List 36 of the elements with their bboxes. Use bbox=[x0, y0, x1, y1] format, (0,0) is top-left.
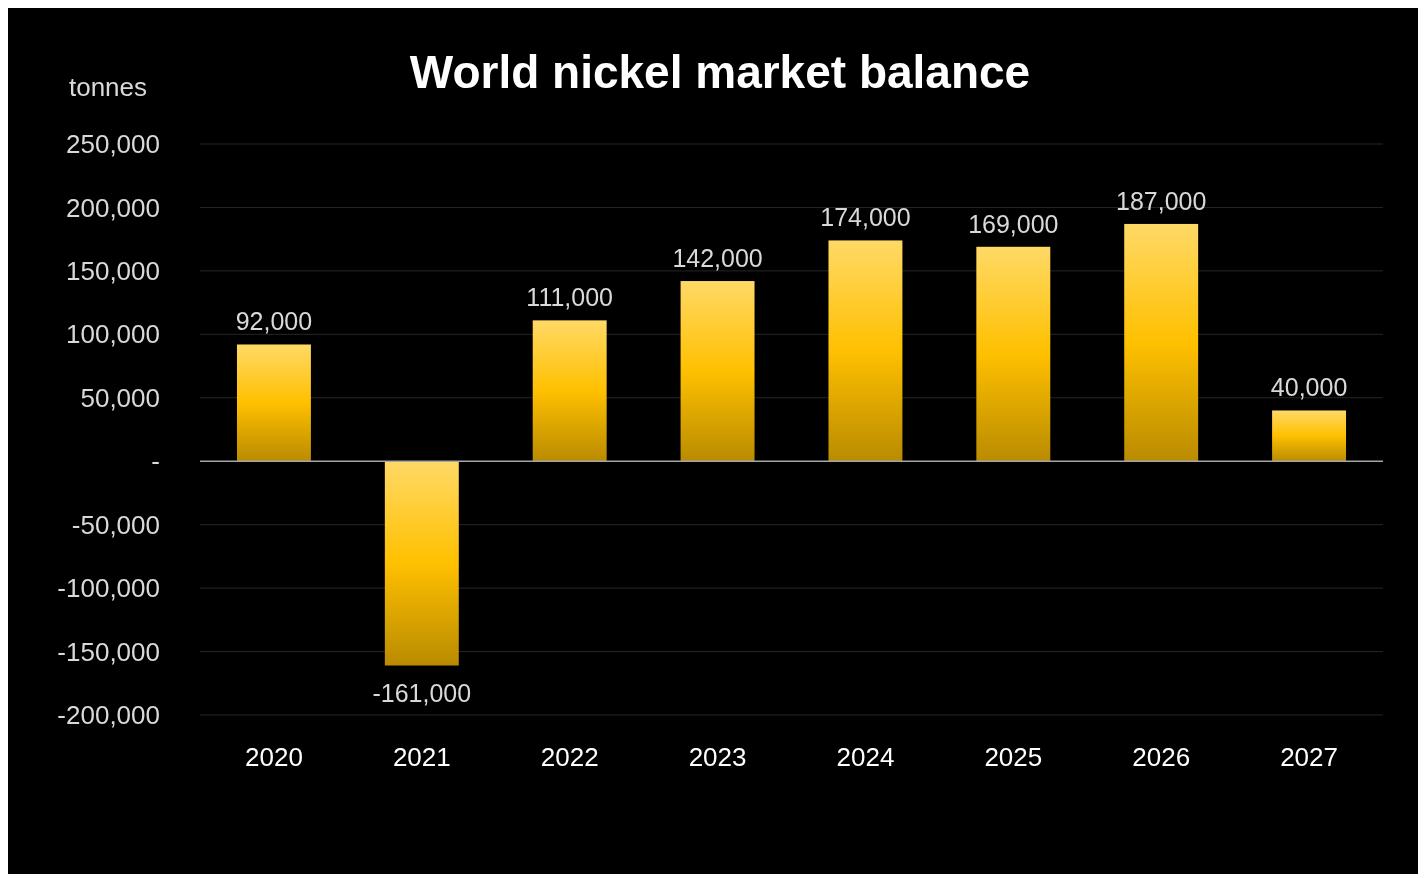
data-label: 142,000 bbox=[672, 244, 763, 273]
y-tick-label: -150,000 bbox=[57, 636, 160, 667]
bar bbox=[1272, 410, 1347, 462]
data-label: 111,000 bbox=[526, 283, 614, 312]
chart-title: World nickel market balance bbox=[409, 46, 1031, 98]
x-tick-label: 2022 bbox=[540, 742, 599, 772]
y-tick-label: 200,000 bbox=[66, 192, 160, 223]
y-tick-label: - bbox=[151, 446, 160, 477]
x-tick-label: 2027 bbox=[1280, 742, 1338, 772]
x-tick-label: 2021 bbox=[392, 742, 451, 772]
x-tick-label: 2025 bbox=[984, 742, 1043, 772]
x-tick-label: 2024 bbox=[836, 742, 895, 772]
y-tick-label: -200,000 bbox=[57, 700, 160, 731]
bar bbox=[976, 246, 1051, 462]
y-tick-label: -50,000 bbox=[71, 509, 160, 540]
y-tick-label: 150,000 bbox=[66, 255, 160, 286]
data-label: -161,000 bbox=[372, 678, 472, 707]
data-label: 187,000 bbox=[1116, 186, 1207, 215]
bar bbox=[1124, 223, 1199, 462]
bar bbox=[828, 240, 903, 462]
data-label: 92,000 bbox=[235, 307, 313, 336]
y-tick-label: 100,000 bbox=[66, 319, 160, 350]
y-tick-label: 50,000 bbox=[80, 382, 160, 413]
bar bbox=[384, 461, 459, 666]
bar bbox=[236, 344, 311, 462]
y-tick-label: 250,000 bbox=[66, 129, 160, 160]
data-label: 40,000 bbox=[1270, 373, 1348, 402]
y-tick-label: -100,000 bbox=[57, 573, 160, 604]
y-axis-title: tonnes bbox=[68, 72, 148, 102]
x-tick-label: 2020 bbox=[245, 742, 303, 772]
data-label: 174,000 bbox=[820, 203, 911, 232]
bar bbox=[680, 281, 755, 462]
x-tick-label: 2026 bbox=[1132, 742, 1191, 772]
data-label: 169,000 bbox=[968, 209, 1059, 238]
bar bbox=[532, 320, 607, 462]
x-tick-label: 2023 bbox=[688, 742, 747, 772]
